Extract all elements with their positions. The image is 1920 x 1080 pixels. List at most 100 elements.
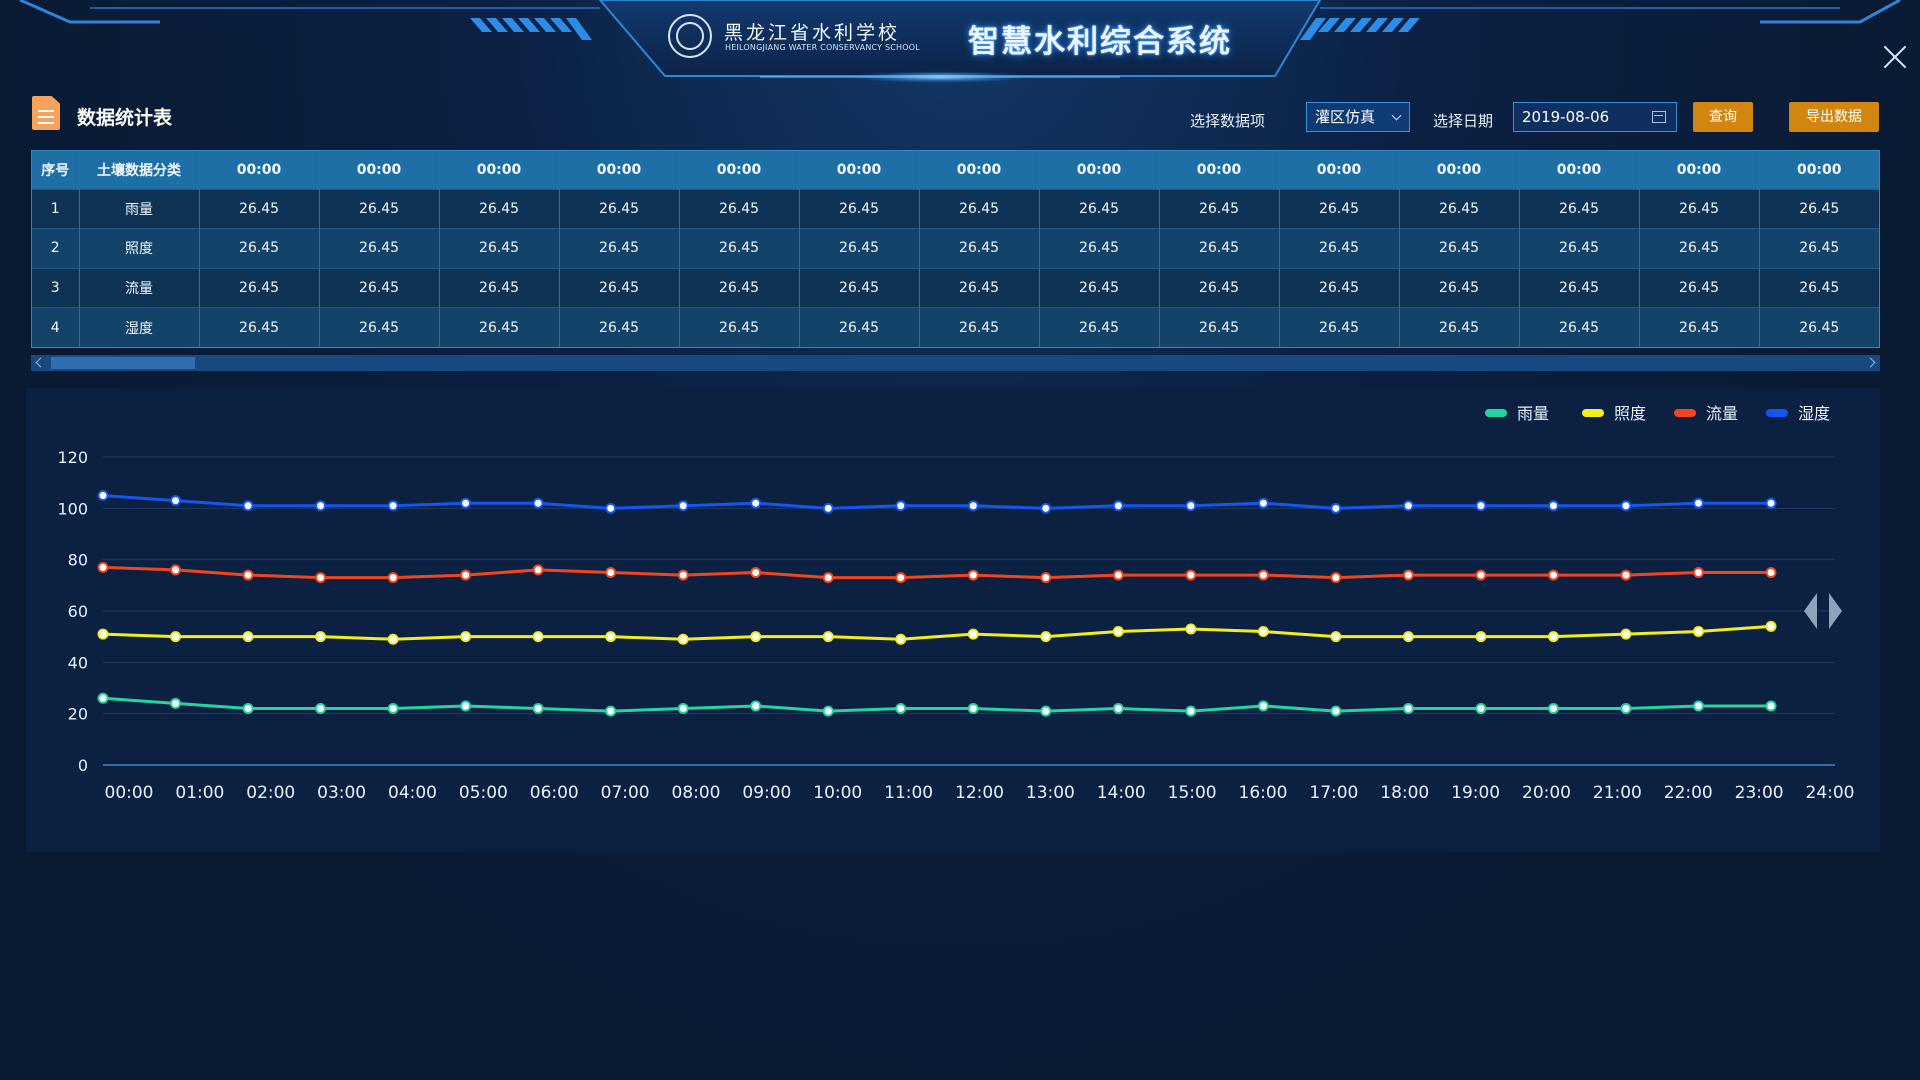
value-cell: 26.45 bbox=[1799, 279, 1840, 296]
value-cell: 26.45 bbox=[559, 189, 680, 229]
table-header-row: 序号 土壤数据分类 00:00 00:00 00:00 00:00 00:00 … bbox=[32, 151, 1879, 189]
select-data-label: 选择数据项 bbox=[1190, 112, 1266, 130]
query-button[interactable]: 查询 bbox=[1693, 102, 1753, 132]
value-cell: 26.45 bbox=[1519, 228, 1640, 268]
col-index-header: 序号 bbox=[32, 151, 80, 189]
value-cell: 26.45 bbox=[439, 228, 560, 268]
value-cell: 26.45 bbox=[679, 268, 800, 308]
value-cell: 26.45 bbox=[799, 189, 920, 229]
school-name-en: HEILONGJIANG WATER CONSERVANCY SCHOOL bbox=[725, 43, 920, 52]
value-cell: 26.45 bbox=[1159, 268, 1280, 308]
value-cell: 26.45 bbox=[1399, 228, 1520, 268]
value-cell: 26.45 bbox=[919, 228, 1040, 268]
row-category-cell: 照度 bbox=[79, 228, 200, 268]
system-title: 智慧水利综合系统 bbox=[968, 24, 1232, 60]
value-cell: 26.45 bbox=[319, 228, 440, 268]
value-cell: 26.45 bbox=[1639, 307, 1760, 347]
date-value: 2019-08-06 bbox=[1522, 108, 1610, 126]
value-cell: 26.45 bbox=[559, 268, 680, 308]
table-row: 1 雨量 26.45 26.45 26.45 26.45 26.45 26.45 26.45 26… bbox=[32, 189, 1879, 229]
time-header: 00:00 bbox=[1399, 151, 1520, 189]
value-cell: 26.45 bbox=[1159, 307, 1280, 347]
value-cell: 26.45 bbox=[679, 307, 800, 347]
value-cell: 26.45 bbox=[1519, 189, 1640, 229]
value-cell: 26.45 bbox=[1279, 228, 1400, 268]
time-header: 00:00 bbox=[1639, 151, 1760, 189]
value-cell: 26.45 bbox=[1639, 228, 1760, 268]
value-cell: 26.45 bbox=[1399, 268, 1520, 308]
value-cell: 26.45 bbox=[799, 307, 920, 347]
value-cell: 26.45 bbox=[199, 228, 320, 268]
value-cell: 26.45 bbox=[439, 307, 560, 347]
data-item-select-value: 灌区仿真 bbox=[1315, 108, 1376, 126]
value-cell: 26.45 bbox=[1279, 189, 1400, 229]
chart-next-icon[interactable] bbox=[1829, 593, 1842, 629]
value-cell: 26.45 bbox=[1279, 268, 1400, 308]
value-cell: 26.45 bbox=[1639, 268, 1760, 308]
value-cell: 26.45 bbox=[199, 307, 320, 347]
value-cell: 26.45 bbox=[199, 268, 320, 308]
time-header: 00:00 bbox=[799, 151, 920, 189]
calendar-icon[interactable] bbox=[1652, 111, 1666, 123]
value-cell: 26.45 bbox=[1039, 228, 1160, 268]
school-name-cn: 黑龙江省水利学校 bbox=[724, 22, 901, 44]
row-index-cell: 3 bbox=[32, 268, 80, 308]
row-index-cell: 1 bbox=[32, 189, 80, 229]
value-cell: 26.45 bbox=[1039, 268, 1160, 308]
date-picker-input[interactable]: 2019-08-06 bbox=[1513, 102, 1677, 132]
row-category-cell: 湿度 bbox=[79, 307, 200, 347]
value-cell: 26.45 bbox=[319, 307, 440, 347]
scroll-left-icon[interactable] bbox=[35, 357, 46, 368]
row-index-cell: 4 bbox=[32, 307, 80, 347]
value-cell: 26.45 bbox=[1279, 307, 1400, 347]
time-header: 00:00 bbox=[1519, 151, 1640, 189]
time-header: 00:00 bbox=[1796, 161, 1842, 178]
row-category-cell: 流量 bbox=[79, 268, 200, 308]
value-cell: 26.45 bbox=[1639, 189, 1760, 229]
value-cell: 26.45 bbox=[559, 307, 680, 347]
value-cell: 26.45 bbox=[1799, 319, 1840, 336]
value-cell: 26.45 bbox=[1519, 268, 1640, 308]
value-cell: 26.45 bbox=[1039, 189, 1160, 229]
page-title: 数据统计表 bbox=[77, 107, 173, 129]
value-cell: 26.45 bbox=[1799, 240, 1840, 257]
value-cell: 26.45 bbox=[679, 228, 800, 268]
value-cell: 26.45 bbox=[439, 268, 560, 308]
chart-prev-icon[interactable] bbox=[1804, 593, 1817, 629]
row-category-cell: 雨量 bbox=[79, 189, 200, 229]
value-cell: 26.45 bbox=[199, 189, 320, 229]
time-header: 00:00 bbox=[679, 151, 800, 189]
data-item-select[interactable]: 灌区仿真 bbox=[1306, 102, 1410, 132]
value-cell: 26.45 bbox=[559, 228, 680, 268]
time-header: 00:00 bbox=[439, 151, 560, 189]
time-header: 00:00 bbox=[199, 151, 320, 189]
value-cell: 26.45 bbox=[319, 268, 440, 308]
scroll-right-icon[interactable] bbox=[1865, 357, 1876, 368]
value-cell: 26.45 bbox=[1039, 307, 1160, 347]
data-table: 序号 土壤数据分类 00:00 00:00 00:00 00:00 00:00 … bbox=[31, 150, 1880, 348]
table-row: 4 湿度 26.45 26.45 26.45 26.45 26.45 26.45 26.45 26… bbox=[32, 307, 1879, 347]
table-row: 2 照度 26.45 26.45 26.45 26.45 26.45 26.45 26.45 26… bbox=[32, 228, 1879, 268]
time-header: 00:00 bbox=[1159, 151, 1280, 189]
value-cell: 26.45 bbox=[919, 189, 1040, 229]
value-cell: 26.45 bbox=[799, 228, 920, 268]
value-cell: 26.45 bbox=[439, 189, 560, 229]
time-header: 00:00 bbox=[559, 151, 680, 189]
table-horizontal-scrollbar[interactable] bbox=[31, 355, 1880, 371]
value-cell: 26.45 bbox=[1159, 189, 1280, 229]
value-cell: 26.45 bbox=[1799, 200, 1840, 217]
close-icon[interactable] bbox=[1882, 44, 1908, 70]
value-cell: 26.45 bbox=[1159, 228, 1280, 268]
scrollbar-thumb[interactable] bbox=[51, 357, 195, 369]
chart-panel bbox=[26, 388, 1880, 852]
col-category-header: 土壤数据分类 bbox=[79, 151, 200, 189]
value-cell: 26.45 bbox=[919, 307, 1040, 347]
row-index-cell: 2 bbox=[32, 228, 80, 268]
document-icon bbox=[32, 96, 60, 130]
header-frame bbox=[19, 0, 1901, 83]
value-cell: 26.45 bbox=[319, 189, 440, 229]
value-cell: 26.45 bbox=[919, 268, 1040, 308]
school-logo-icon bbox=[668, 14, 712, 58]
chevron-down-icon bbox=[1391, 110, 1402, 121]
export-button[interactable]: 导出数据 bbox=[1789, 102, 1879, 132]
